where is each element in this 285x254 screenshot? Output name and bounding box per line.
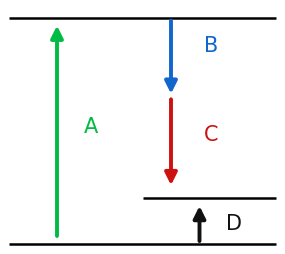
Text: A: A	[84, 117, 98, 137]
Text: D: D	[226, 214, 242, 233]
Text: C: C	[204, 125, 218, 145]
Text: B: B	[204, 36, 218, 56]
